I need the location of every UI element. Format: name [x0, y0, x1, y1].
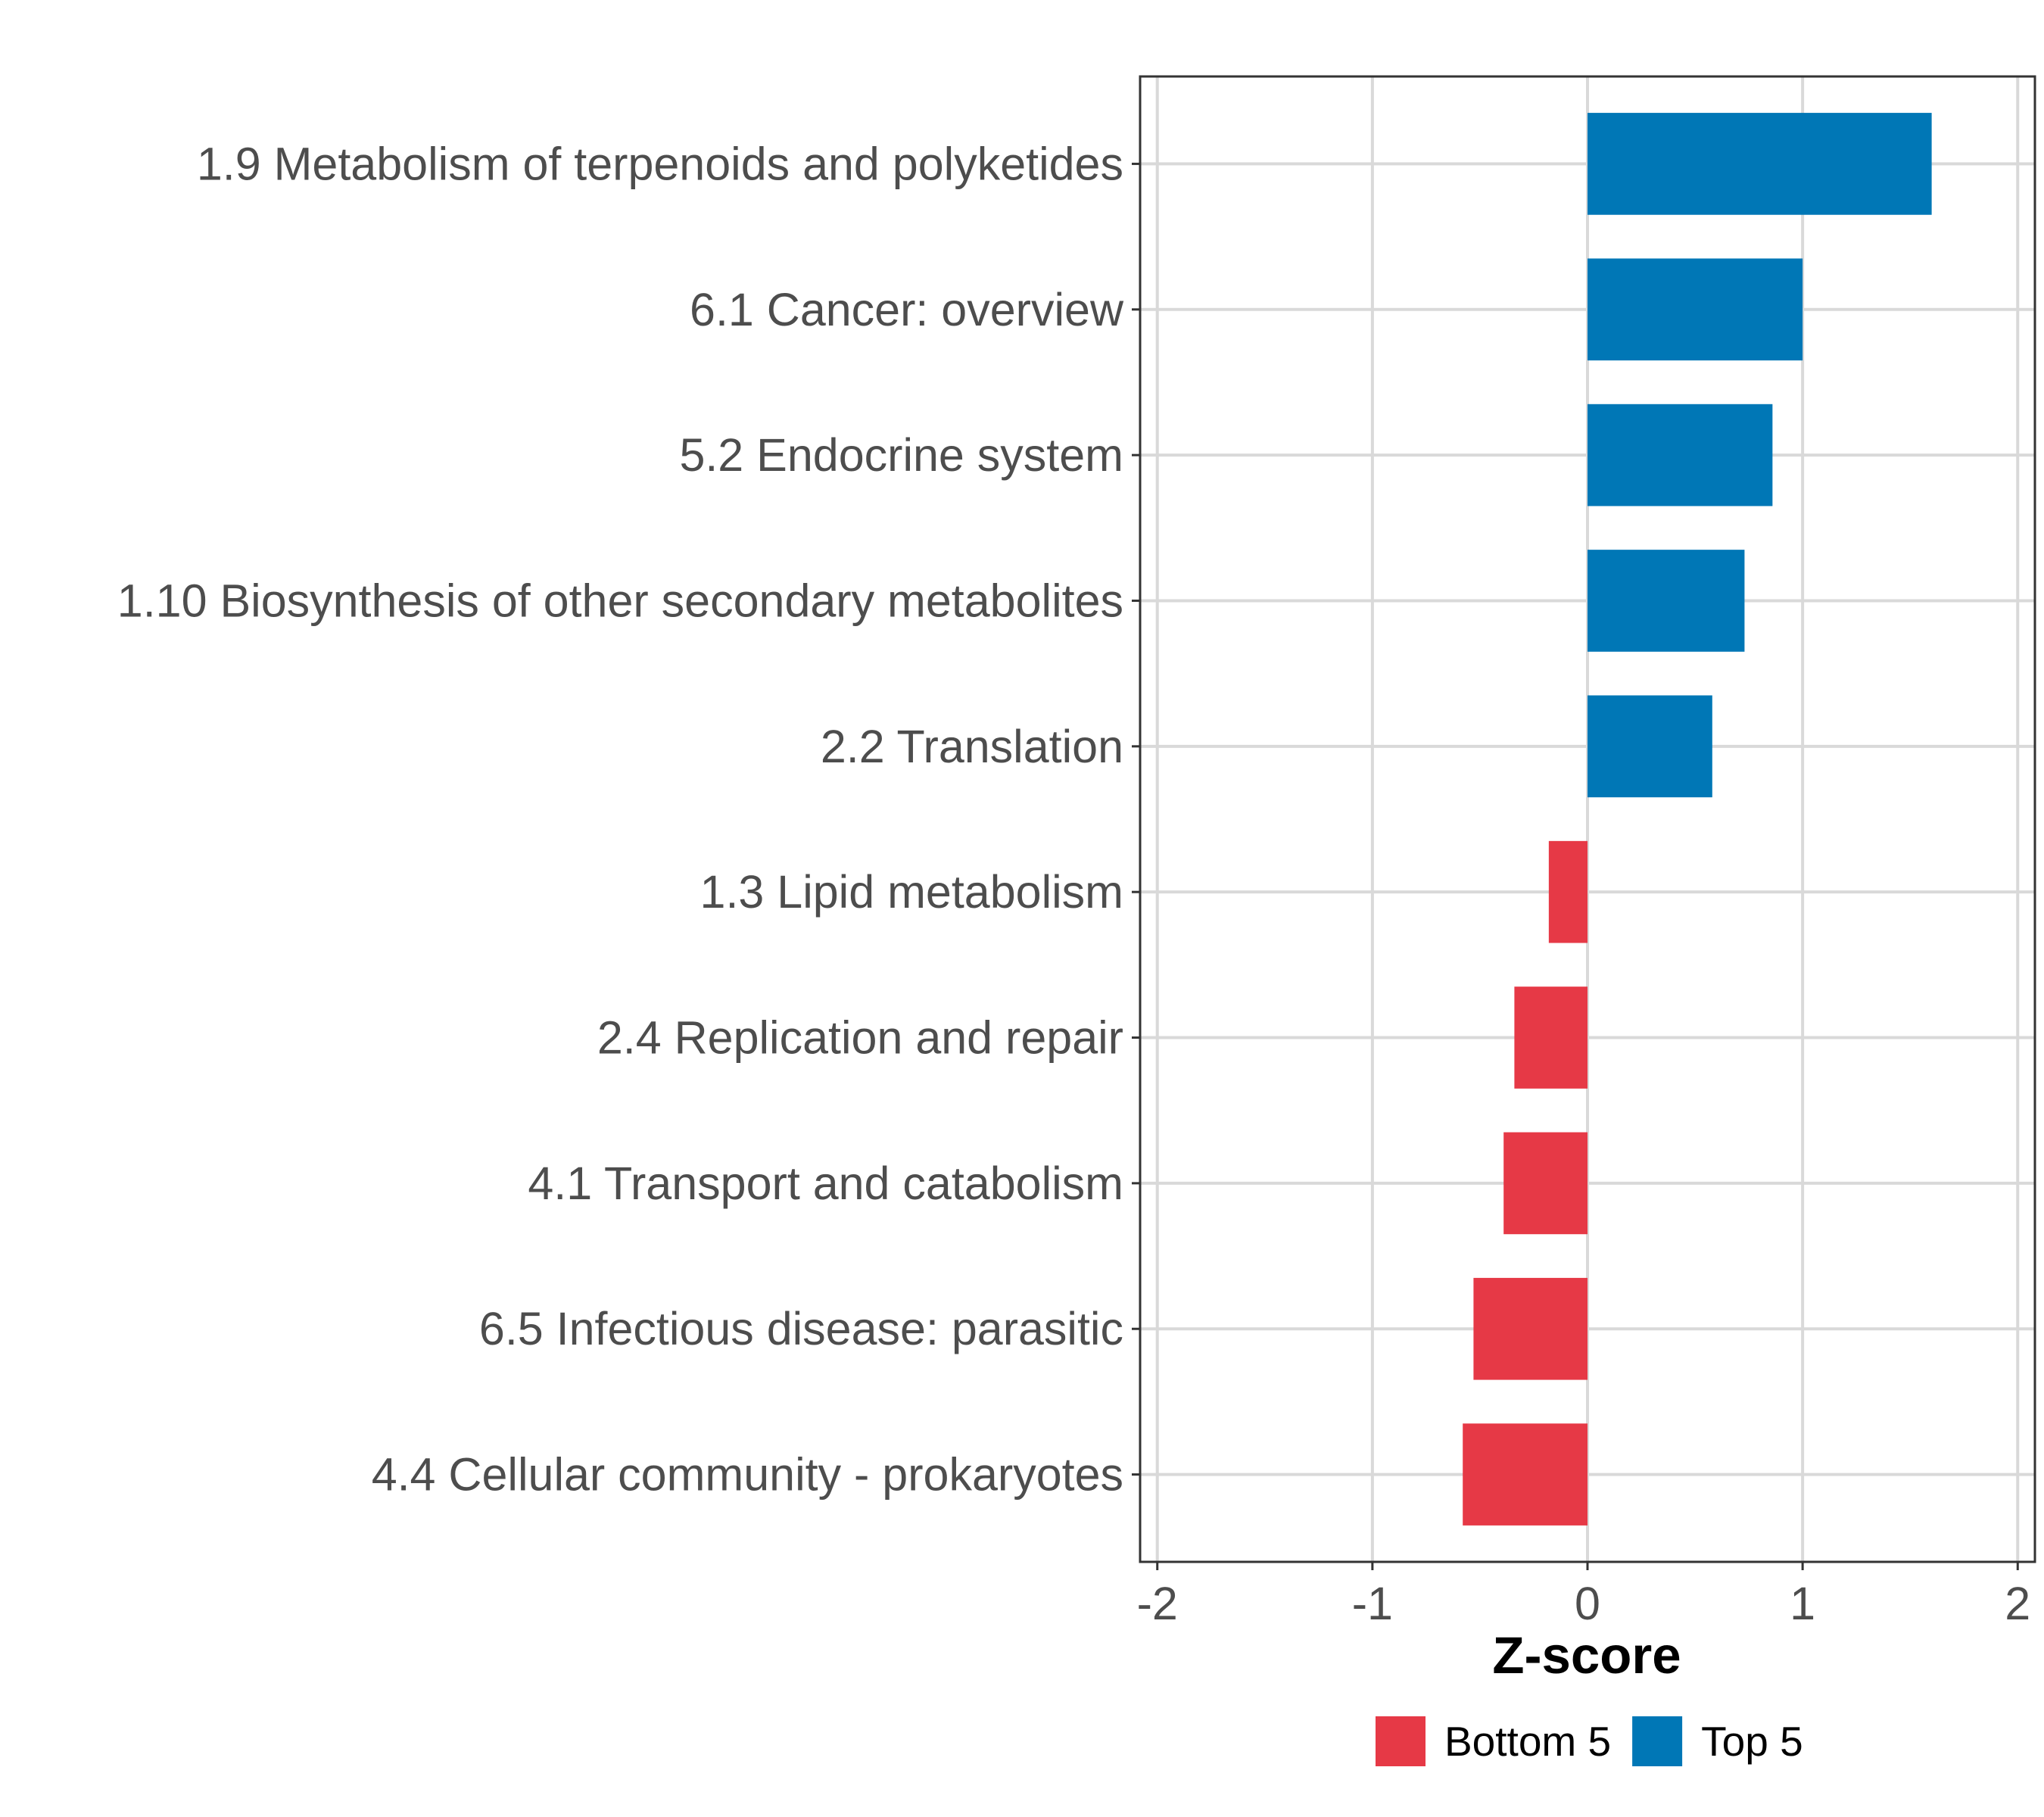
y-tick-label: 1.3 Lipid metabolism [700, 866, 1123, 918]
x-tick-label: 1 [1790, 1578, 1815, 1629]
x-axis: -2 -1 0 1 2 [1137, 1562, 2030, 1629]
y-tick-label: 2.2 Translation [821, 721, 1123, 772]
x-tick-label: -2 [1137, 1578, 1178, 1629]
bar [1473, 1277, 1588, 1380]
x-tick-label: -1 [1352, 1578, 1393, 1629]
x-tick-label: 0 [1575, 1578, 1600, 1629]
y-tick-label: 6.5 Infectious disease: parasitic [479, 1303, 1123, 1354]
bar [1463, 1423, 1588, 1526]
bar [1588, 258, 1803, 361]
x-tick-label: 2 [2005, 1578, 2030, 1629]
legend-swatch [1632, 1716, 1683, 1766]
y-axis: 1.9 Metabolism of terpenoids and polyket… [117, 138, 1140, 1501]
bar [1588, 404, 1773, 506]
bar [1588, 113, 1932, 215]
legend-label: Top 5 [1701, 1718, 1803, 1765]
y-tick-label: 4.4 Cellular community - prokaryotes [372, 1449, 1123, 1501]
y-tick-label: 5.2 Endocrine system [679, 429, 1123, 481]
bar [1588, 550, 1745, 652]
bars [1463, 113, 1932, 1526]
bar [1514, 986, 1588, 1089]
y-tick-label: 6.1 Cancer: overview [690, 284, 1124, 335]
legend-label: Bottom 5 [1444, 1718, 1611, 1765]
y-tick-label: 1.10 Biosynthesis of other secondary met… [117, 575, 1123, 626]
bar [1548, 840, 1588, 943]
bar [1503, 1132, 1588, 1235]
legend: Bottom 5 Top 5 [1376, 1716, 1803, 1766]
x-axis-title: Z-score [1492, 1626, 1681, 1685]
y-tick-label: 4.1 Transport and catabolism [528, 1158, 1123, 1209]
y-tick-label: 2.4 Replication and repair [597, 1012, 1123, 1064]
legend-swatch [1376, 1716, 1426, 1766]
bar [1588, 695, 1712, 798]
y-tick-label: 1.9 Metabolism of terpenoids and polyket… [197, 138, 1123, 189]
